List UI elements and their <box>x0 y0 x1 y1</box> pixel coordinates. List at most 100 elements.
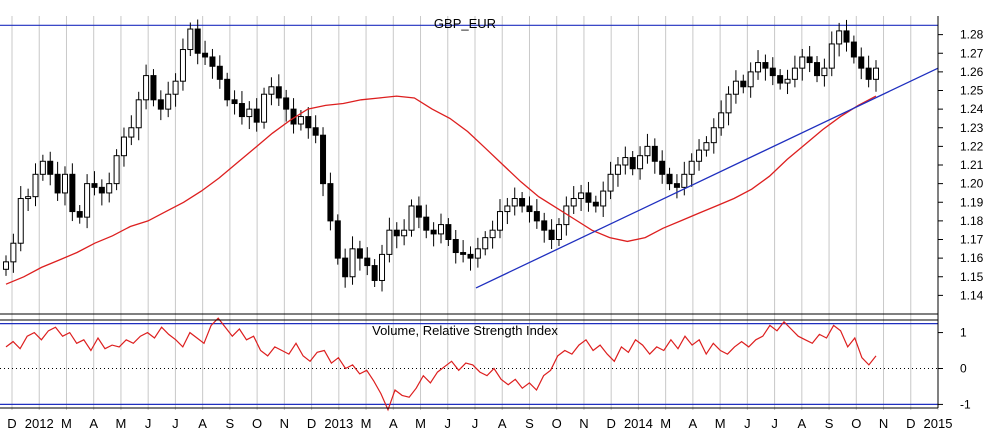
candle-up <box>474 248 481 259</box>
x-tick-label: A <box>689 416 698 431</box>
candle-up <box>555 224 562 241</box>
candle-up <box>438 224 444 235</box>
candle-up <box>113 155 120 185</box>
candle-up <box>165 93 172 110</box>
candle-down <box>541 220 548 231</box>
x-tick-label: J <box>771 416 778 431</box>
candle-down <box>666 173 673 185</box>
indicator-panel <box>0 317 938 412</box>
candle-down <box>209 56 216 67</box>
y-tick-label: 1.28 <box>960 28 984 42</box>
candle-down <box>157 99 164 110</box>
price-panel <box>0 19 939 292</box>
y-tick-label: 1.20 <box>960 177 984 191</box>
candle-up <box>821 67 828 77</box>
candle-up <box>496 211 503 231</box>
candle-down <box>452 239 459 254</box>
candle-up <box>755 62 762 73</box>
x-tick-label: A <box>797 416 806 431</box>
candle-down <box>238 103 245 118</box>
candle-down <box>216 65 223 80</box>
candle-up <box>135 99 142 129</box>
candle-up <box>179 49 186 82</box>
x-tick-label: S <box>825 416 834 431</box>
x-tick-label: A <box>498 416 507 431</box>
candle-down <box>320 134 327 185</box>
candle-down <box>814 62 821 77</box>
x-tick-label: N <box>879 416 888 431</box>
x-tick-label: M <box>715 416 726 431</box>
candle-up <box>614 164 621 175</box>
candle-up <box>600 190 607 207</box>
candle-up <box>408 205 415 231</box>
y-tick-label: 1.16 <box>960 251 984 265</box>
candle-up <box>246 108 253 118</box>
y-tick-label: 1.26 <box>960 65 984 79</box>
candle-up <box>84 183 91 218</box>
candle-down <box>194 28 201 54</box>
candle-up <box>873 67 879 80</box>
candle-down <box>305 116 312 129</box>
candle-up <box>511 198 518 207</box>
candle-down <box>659 160 666 175</box>
candle-up <box>710 127 717 144</box>
candle-up <box>32 173 39 198</box>
candle-up <box>696 149 703 162</box>
candle-down <box>585 192 592 203</box>
x-tick-label: D <box>307 416 316 431</box>
y-tick-label: 1.15 <box>960 270 984 284</box>
candle-up <box>386 229 393 255</box>
candle-up <box>732 80 739 95</box>
y-tick-label: 1.27 <box>960 46 984 60</box>
candle-down <box>231 99 238 105</box>
x-tick-label: A <box>89 416 98 431</box>
candle-down <box>69 173 76 213</box>
x-tick-label: D <box>7 416 16 431</box>
candle-down <box>47 160 54 175</box>
candle-up <box>379 253 386 281</box>
candle-down <box>415 205 422 218</box>
candle-up <box>297 116 304 125</box>
x-tick-label: J <box>145 416 152 431</box>
candle-down <box>673 183 680 188</box>
candle-up <box>836 30 843 45</box>
candle-down <box>858 56 865 69</box>
candle-down <box>98 186 105 194</box>
candle-up <box>681 173 688 188</box>
x-tick-label: N <box>579 416 588 431</box>
candle-up <box>784 78 791 84</box>
candle-down <box>430 229 437 235</box>
candle-down <box>334 220 341 259</box>
candle-up <box>106 183 113 194</box>
indicator-y-tick-label: 1 <box>960 326 967 340</box>
candle-down <box>202 52 209 58</box>
candle-down <box>371 265 378 281</box>
candle-up <box>187 28 194 51</box>
candle-down <box>253 108 260 123</box>
candle-down <box>592 201 599 207</box>
candle-up <box>61 173 68 194</box>
y-tick-label: 1.19 <box>960 195 984 209</box>
x-tick-label: M <box>61 416 72 431</box>
candle-down <box>150 75 157 101</box>
candle-down <box>651 145 658 162</box>
x-tick-label: J <box>472 416 479 431</box>
candle-up <box>17 198 24 244</box>
price-chart-title: GBP_EUR <box>434 16 496 31</box>
x-tick-label: D <box>606 416 615 431</box>
indicator-title: Volume, Relative Strength Index <box>372 323 558 338</box>
candle-down <box>526 205 533 213</box>
candle-up <box>622 157 629 166</box>
candle-down <box>843 30 850 43</box>
candle-down <box>312 127 319 136</box>
candle-up <box>703 142 710 151</box>
candle-up <box>791 67 798 80</box>
candle-up <box>401 229 408 237</box>
candle-up <box>25 196 32 200</box>
y-tick-label: 1.23 <box>960 121 984 135</box>
candle-up <box>504 205 511 213</box>
candle-up <box>688 160 695 175</box>
candle-down <box>342 257 349 278</box>
y-tick-label: 1.17 <box>960 233 984 247</box>
x-tick-label: M <box>361 416 372 431</box>
